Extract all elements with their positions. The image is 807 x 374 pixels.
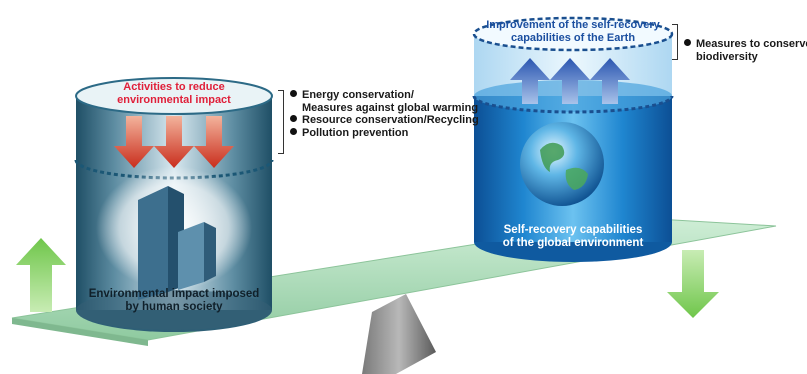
- bullet-icon: [290, 127, 297, 135]
- down-arrow-icon: [154, 116, 194, 168]
- list-item: Measures to conserve: [684, 38, 807, 51]
- improve-arrows: [510, 58, 630, 104]
- up-arrow-icon: [550, 58, 590, 104]
- down-arrow-icon: [114, 116, 154, 168]
- self-recovery-improvement-line1: Improvement of the self-recovery: [486, 19, 660, 31]
- self-recovery-capabilities-line1: Self-recovery capabilities: [503, 224, 643, 236]
- self-recovery-capabilities-line2: of the global environment: [502, 237, 644, 250]
- environmental-impact-line1: Environmental impact imposed: [88, 288, 260, 300]
- right-cylinder: [472, 16, 674, 262]
- globe-icon: [520, 122, 604, 206]
- up-arrow-icon: [16, 238, 66, 312]
- list-item-continuation: Measures against global warming: [302, 101, 479, 114]
- left-measures-list: Energy conservation/ Measures against gl…: [290, 89, 479, 140]
- self-recovery-improvement-line2: capabilities of the Earth: [510, 31, 636, 44]
- bullet-icon: [290, 90, 297, 97]
- list-item: Resource conservation/Recycling: [290, 114, 479, 127]
- list-item-continuation: biodiversity: [696, 50, 758, 63]
- reduce-activities-line1: Activities to reduce: [123, 81, 225, 93]
- self-recovery-improvement-label: Improvement of the self-recovery capabil…: [478, 19, 668, 44]
- reduce-activities-line2: environmental impact: [117, 93, 231, 106]
- bullet-icon: [684, 39, 691, 46]
- seesaw-plank-edge: [12, 318, 148, 346]
- reduce-arrows: [114, 116, 234, 168]
- right-measures-list: Measures to conserve biodiversity: [684, 38, 807, 63]
- reduce-activities-label: Activities to reduce environmental impac…: [86, 81, 262, 106]
- environmental-impact-label: Environmental impact imposed by human so…: [78, 288, 270, 314]
- list-item: Energy conservation/: [290, 89, 479, 102]
- up-arrow-icon: [590, 58, 630, 104]
- left-cylinder: [74, 77, 274, 332]
- bullet-icon: [290, 115, 297, 123]
- up-arrow-icon: [510, 58, 550, 104]
- environmental-impact-line2: by human society: [125, 301, 223, 314]
- right-bracket: [672, 24, 678, 60]
- left-bracket: [278, 90, 284, 154]
- list-item: Pollution prevention: [290, 127, 479, 140]
- self-recovery-capabilities-label: Self-recovery capabilities of the global…: [478, 224, 668, 250]
- buildings-icon: [138, 186, 216, 300]
- fulcrum: [362, 294, 436, 374]
- down-arrow-icon: [667, 250, 719, 318]
- down-arrow-icon: [194, 116, 234, 168]
